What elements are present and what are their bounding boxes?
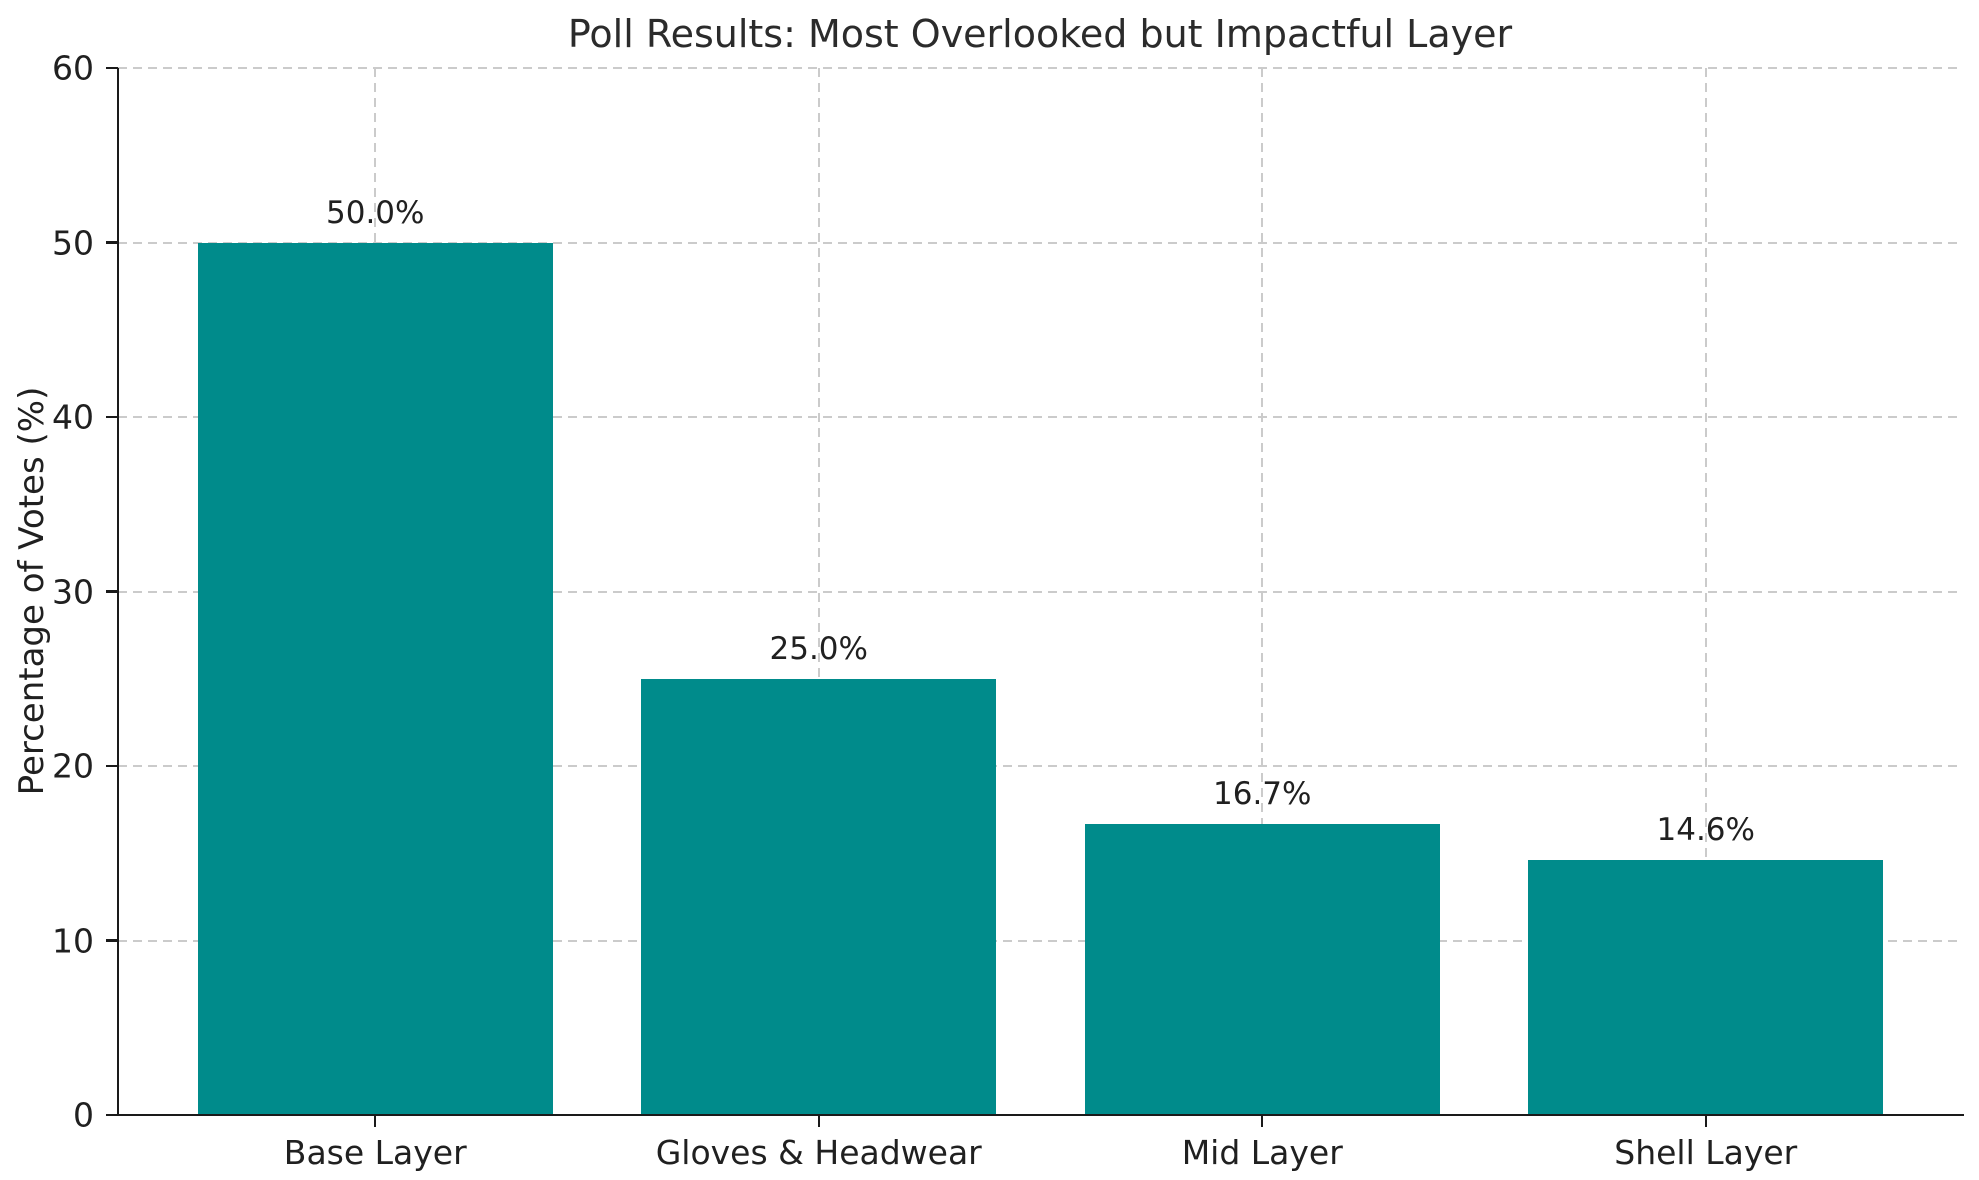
x-tick-mark (374, 1115, 377, 1127)
bar-value-label: 50.0% (325, 194, 425, 231)
y-axis-spine (116, 68, 120, 1117)
y-tick-mark (106, 1113, 118, 1117)
x-tick-mark (1704, 1115, 1707, 1127)
bar (1528, 860, 1884, 1115)
y-tick-label: 40 (52, 397, 94, 437)
gridline-v (1261, 68, 1264, 1115)
y-tick-label: 10 (52, 921, 94, 960)
bar (197, 242, 553, 1115)
gridline-h (118, 241, 1963, 244)
y-tick-mark (106, 415, 118, 419)
y-tick-label: 50 (52, 223, 94, 262)
bar-value-label: 25.0% (769, 630, 868, 667)
y-tick-label: 0 (73, 1095, 94, 1135)
chart-title: Poll Results: Most Overlooked but Impact… (567, 12, 1513, 56)
gridline-h (118, 67, 1963, 69)
x-tick-mark (817, 1115, 820, 1127)
y-tick-label: 20 (52, 746, 94, 786)
bar (1084, 823, 1440, 1115)
bar (641, 678, 997, 1115)
y-tick-mark (106, 939, 118, 942)
y-axis-label: Percentage of Votes (%) (12, 386, 52, 796)
y-tick-mark (106, 66, 118, 70)
gridline-v (817, 68, 820, 1115)
bar-value-label: 14.6% (1656, 812, 1755, 849)
gridline-v (1704, 68, 1707, 1115)
x-axis-spine (116, 1113, 1965, 1117)
gridline-h (118, 765, 1963, 767)
gridline-h (118, 939, 1963, 942)
y-tick-mark (106, 241, 118, 244)
x-tick-label: Shell Layer (1614, 1133, 1798, 1172)
gridline-h (118, 416, 1963, 418)
x-tick-mark (1261, 1115, 1264, 1127)
x-tick-label: Mid Layer (1181, 1133, 1343, 1172)
gridline-h (118, 590, 1963, 593)
y-tick-label: 60 (52, 48, 94, 88)
y-tick-mark (106, 764, 118, 768)
y-tick-label: 30 (52, 572, 94, 611)
x-tick-label: Gloves & Headwear (655, 1133, 982, 1172)
bar-value-label: 16.7% (1213, 775, 1312, 812)
y-tick-mark (106, 590, 118, 593)
x-tick-label: Base Layer (283, 1133, 467, 1172)
